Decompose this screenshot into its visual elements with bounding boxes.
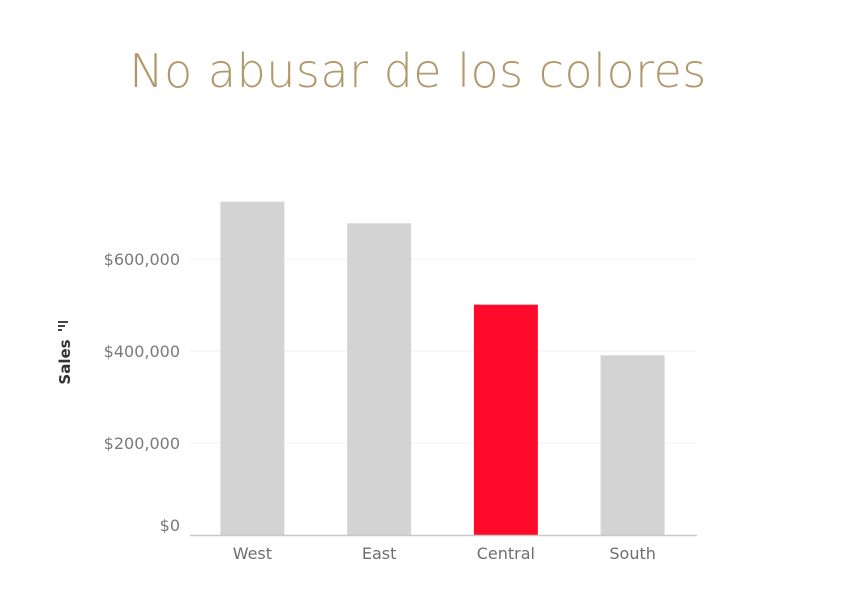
sort-icon-bar	[58, 325, 65, 327]
bars	[220, 201, 665, 535]
bar-south[interactable]	[600, 355, 665, 535]
y-tick-label: $400,000	[104, 342, 180, 361]
x-category-labels: West East Central South	[233, 544, 656, 563]
bar-central[interactable]	[473, 304, 538, 535]
y-tick-label: $600,000	[104, 250, 180, 269]
y-tick-label: $0	[160, 516, 180, 535]
x-category-label: Central	[477, 544, 535, 563]
y-tick-label: $200,000	[104, 434, 180, 453]
sort-descending-icon[interactable]	[58, 321, 68, 331]
sort-icon-bar	[58, 329, 62, 331]
bar-east[interactable]	[347, 223, 412, 535]
x-category-label: East	[362, 544, 397, 563]
bar-west[interactable]	[220, 201, 285, 535]
slide-title: No abusar de los colores	[129, 44, 707, 98]
y-axis-title: Sales	[56, 339, 74, 384]
x-category-label: West	[233, 544, 272, 563]
y-tick-labels: $0 $200,000 $400,000 $600,000	[104, 250, 180, 535]
x-category-label: South	[609, 544, 656, 563]
sort-icon-bar	[58, 321, 68, 323]
